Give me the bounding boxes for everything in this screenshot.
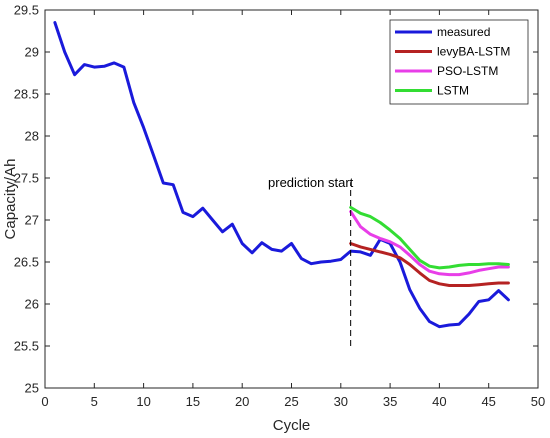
y-tick-label: 26 bbox=[25, 297, 39, 312]
x-axis-ticks: 0 5 10 15 20 25 30 35 40 45 50 bbox=[41, 10, 545, 409]
legend-label: measured bbox=[437, 25, 490, 39]
x-tick-label: 45 bbox=[481, 394, 495, 409]
y-tick-label: 26.5 bbox=[14, 255, 39, 270]
x-tick-label: 20 bbox=[235, 394, 249, 409]
legend: measured levyBA-LSTM PSO-LSTM LSTM bbox=[389, 19, 529, 105]
prediction-start-label: prediction start bbox=[268, 175, 354, 190]
y-tick-label: 25.5 bbox=[14, 339, 39, 354]
y-tick-label: 28.5 bbox=[14, 87, 39, 102]
series-line-2 bbox=[349, 242, 510, 287]
y-tick-label: 27 bbox=[25, 213, 39, 228]
y-axis-title: Capacity/Ah bbox=[2, 159, 19, 240]
y-tick-label: 27.5 bbox=[14, 171, 39, 186]
series-line-1 bbox=[53, 21, 510, 329]
series-layer bbox=[53, 21, 510, 329]
x-tick-label: 35 bbox=[383, 394, 397, 409]
annotation-layer: prediction start bbox=[268, 175, 354, 346]
y-tick-label: 29 bbox=[25, 45, 39, 60]
x-axis-title: Cycle bbox=[273, 417, 311, 434]
x-tick-label: 10 bbox=[136, 394, 150, 409]
x-tick-label: 30 bbox=[334, 394, 348, 409]
series-line-4 bbox=[349, 205, 510, 270]
y-tick-label: 29.5 bbox=[14, 3, 39, 18]
x-tick-label: 15 bbox=[186, 394, 200, 409]
legend-label: LSTM bbox=[437, 84, 469, 98]
x-tick-label: 0 bbox=[41, 394, 48, 409]
x-tick-label: 5 bbox=[91, 394, 98, 409]
y-tick-label: 28 bbox=[25, 129, 39, 144]
y-tick-label: 25 bbox=[25, 381, 39, 396]
y-axis-ticks: 25 25.5 26 26.5 27 27.5 28 28.5 29 29.5 bbox=[14, 3, 538, 396]
legend-label: PSO-LSTM bbox=[437, 64, 498, 78]
x-tick-label: 25 bbox=[284, 394, 298, 409]
x-tick-label: 40 bbox=[432, 394, 446, 409]
series-line-3 bbox=[349, 210, 510, 277]
x-tick-label: 50 bbox=[531, 394, 545, 409]
legend-label: levyBA-LSTM bbox=[437, 45, 510, 59]
